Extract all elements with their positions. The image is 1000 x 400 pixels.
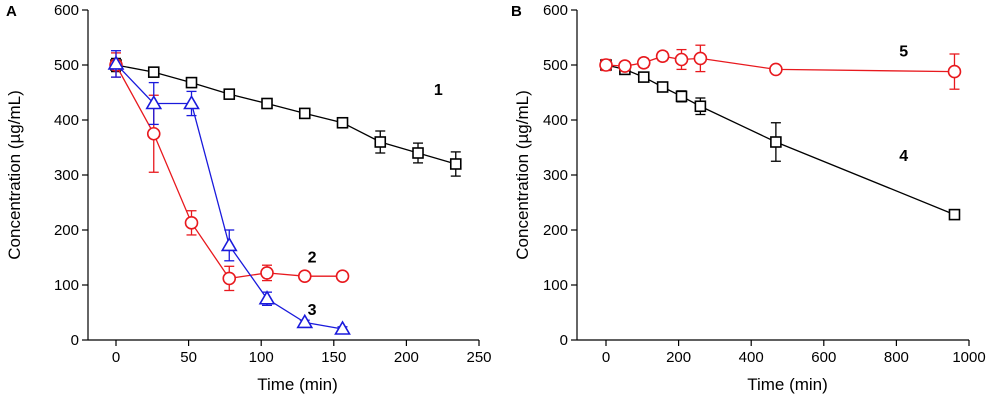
x-tick-label: 800 (884, 349, 909, 366)
data-point (449, 158, 462, 170)
y-tick-label: 100 (54, 277, 79, 294)
y-axis-label: Concentration (µg/mL) (5, 90, 24, 259)
data-point (675, 90, 688, 103)
series-4: 4 (600, 59, 961, 221)
data-point (336, 116, 349, 129)
x-tick-label: 250 (466, 349, 491, 366)
data-point (693, 51, 708, 66)
y-tick-label: 200 (543, 222, 568, 239)
data-point (261, 97, 273, 110)
data-point (220, 236, 238, 252)
data-point (655, 49, 670, 64)
series-1: 1 (110, 57, 462, 177)
x-tick-label: 400 (739, 349, 764, 366)
y-tick-label: 500 (54, 57, 79, 74)
data-point (637, 71, 650, 83)
series-3: 3 (107, 50, 351, 335)
data-point (184, 216, 199, 230)
data-point (223, 88, 236, 100)
y-tick-label: 400 (543, 112, 568, 129)
data-point (107, 55, 125, 70)
x-tick-label: 1000 (952, 349, 985, 366)
y-tick-label: 300 (54, 167, 79, 184)
data-point (183, 94, 200, 110)
panel-label: B (511, 3, 522, 20)
series-label: 4 (899, 148, 908, 165)
x-tick-label: 150 (321, 349, 346, 366)
x-tick-label: 200 (666, 349, 691, 366)
x-tick-label: 50 (180, 349, 197, 366)
data-point (412, 147, 424, 159)
data-point (334, 320, 351, 335)
data-point (298, 107, 311, 120)
x-tick-label: 100 (249, 349, 274, 366)
data-point (948, 208, 961, 221)
y-tick-label: 600 (54, 2, 79, 19)
x-tick-label: 0 (602, 349, 610, 366)
series-5: 5 (599, 43, 962, 90)
x-axis-label: Time (min) (747, 375, 828, 394)
x-tick-label: 0 (112, 349, 120, 366)
y-tick-label: 600 (543, 2, 568, 19)
series-label: 3 (308, 302, 317, 319)
y-tick-label: 100 (543, 277, 568, 294)
series-line (115, 64, 456, 165)
panel-B: B 0 100 200 300 400 500 600 0 200 400 600 800 1000 Tim… (511, 2, 986, 394)
data-point (599, 58, 613, 72)
series-label: 5 (899, 43, 908, 60)
data-point (769, 62, 783, 77)
data-point (297, 269, 312, 284)
data-point (947, 64, 962, 79)
data-point (258, 290, 276, 305)
data-point (222, 271, 237, 286)
data-point (147, 66, 160, 78)
data-point (296, 313, 314, 329)
y-tick-label: 400 (54, 112, 79, 129)
series-label: 2 (308, 250, 317, 267)
data-point (656, 81, 669, 93)
panel-label: A (6, 3, 17, 20)
x-tick-label: 200 (394, 349, 419, 366)
data-point (260, 266, 274, 280)
y-axis-label: Concentration (µg/mL) (513, 90, 532, 259)
x-axis-label: Time (min) (257, 375, 338, 394)
data-point (618, 59, 632, 73)
data-point (335, 269, 350, 284)
data-point (694, 100, 707, 113)
x-tick-label: 600 (811, 349, 836, 366)
y-tick-label: 500 (543, 57, 568, 74)
data-point (185, 76, 198, 89)
series-label: 1 (434, 82, 443, 99)
data-point (636, 55, 651, 70)
data-point (374, 136, 387, 148)
y-tick-label: 300 (543, 167, 568, 184)
y-tick-label: 0 (560, 332, 568, 349)
data-point (674, 52, 689, 67)
y-tick-label: 0 (71, 332, 79, 349)
y-tick-label: 200 (54, 222, 79, 239)
data-point (146, 126, 161, 141)
data-point (770, 136, 782, 148)
data-point (145, 94, 163, 110)
panel-A: A 0 100 200 300 400 500 600 0 50 100 150 200 250 Time … (5, 2, 492, 394)
